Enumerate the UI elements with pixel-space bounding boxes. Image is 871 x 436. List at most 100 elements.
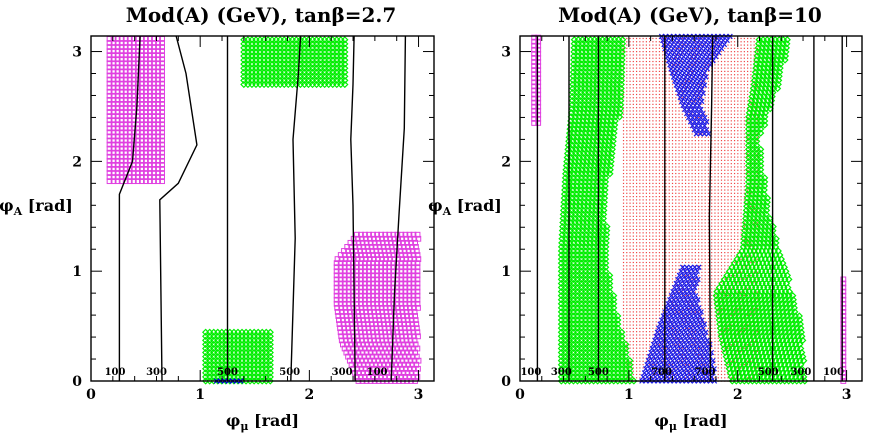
marker-square xyxy=(151,92,157,99)
marker-dot xyxy=(658,159,661,161)
marker-square xyxy=(151,96,157,103)
marker-dot xyxy=(707,146,710,148)
marker-square xyxy=(357,268,364,275)
marker-dot xyxy=(622,143,625,145)
marker-dot xyxy=(733,143,736,145)
marker-dot xyxy=(652,308,654,310)
marker-dot xyxy=(626,238,628,241)
marker-dot xyxy=(717,311,719,313)
marker-dot xyxy=(642,146,644,148)
marker-dot xyxy=(688,248,690,250)
marker-dot xyxy=(652,153,654,155)
marker-dot xyxy=(658,163,661,165)
marker-dot xyxy=(622,278,625,280)
marker-dot xyxy=(684,202,687,204)
marker-dot xyxy=(635,373,638,376)
marker-dot xyxy=(655,222,657,224)
marker-dot xyxy=(698,232,700,234)
marker-square xyxy=(367,239,374,246)
marker-dot xyxy=(694,261,696,264)
marker-dot xyxy=(688,219,690,221)
marker-dot xyxy=(688,209,690,211)
marker-square xyxy=(110,40,117,46)
marker-dot xyxy=(714,340,716,343)
marker-dot xyxy=(626,159,628,161)
marker-dot xyxy=(698,143,700,145)
marker-dot xyxy=(688,258,690,260)
marker-square xyxy=(341,288,348,295)
marker-square xyxy=(364,341,371,348)
marker-square xyxy=(357,272,364,279)
marker-dot xyxy=(626,288,628,290)
marker-dot xyxy=(756,222,759,224)
marker-dot xyxy=(681,354,683,356)
marker-square xyxy=(358,231,364,238)
marker-square xyxy=(386,264,393,271)
marker-dot xyxy=(717,222,719,224)
marker-square xyxy=(126,56,133,63)
marker-dot xyxy=(655,140,657,142)
marker-square xyxy=(385,248,392,254)
marker-dot xyxy=(737,219,739,221)
marker-dot xyxy=(707,179,710,181)
marker-dot xyxy=(629,340,631,343)
marker-dot xyxy=(684,248,687,250)
marker-dot xyxy=(694,163,696,165)
marker-square xyxy=(415,365,421,372)
marker-dot xyxy=(655,205,657,208)
marker-dot xyxy=(662,146,664,148)
marker-dot xyxy=(756,271,759,273)
marker-square xyxy=(387,235,393,242)
marker-dot xyxy=(649,179,651,181)
marker-dot xyxy=(691,136,693,138)
marker-dot xyxy=(642,288,644,290)
marker-square xyxy=(333,292,340,299)
marker-square xyxy=(110,52,117,59)
marker-dot xyxy=(632,202,634,204)
marker-dot xyxy=(737,357,739,359)
marker-dot xyxy=(639,235,641,237)
marker-square xyxy=(390,296,397,303)
marker-dot xyxy=(691,337,693,339)
marker-dot xyxy=(635,255,638,257)
marker-dot xyxy=(629,265,631,267)
marker-dot xyxy=(727,364,729,366)
marker-square xyxy=(382,264,389,271)
marker-dot xyxy=(639,166,641,168)
marker-square xyxy=(126,125,133,132)
marker-dot xyxy=(655,301,657,303)
marker-dot xyxy=(668,156,670,158)
marker-dot xyxy=(645,294,647,297)
marker-dot xyxy=(691,304,693,306)
marker-square xyxy=(159,52,165,59)
marker-dot xyxy=(724,153,726,155)
marker-dot xyxy=(737,209,739,211)
marker-dot xyxy=(727,192,729,194)
marker-square xyxy=(114,101,121,107)
marker-dot xyxy=(668,357,670,359)
marker-dot xyxy=(688,242,690,244)
marker-dot xyxy=(684,179,687,181)
marker-dot xyxy=(737,225,739,227)
marker-dot xyxy=(720,255,723,257)
marker-dot xyxy=(756,308,759,310)
marker-square xyxy=(374,292,380,299)
marker-dot xyxy=(681,149,683,152)
marker-dot xyxy=(691,179,693,181)
marker-dot xyxy=(652,324,654,326)
marker-square xyxy=(147,52,153,59)
marker-dot xyxy=(629,304,631,306)
marker-dot xyxy=(668,202,670,204)
marker-square xyxy=(384,244,391,250)
marker-dot xyxy=(642,344,644,346)
marker-square xyxy=(106,149,113,156)
marker-square xyxy=(349,300,356,307)
contour-line-100 xyxy=(390,36,407,382)
marker-square xyxy=(122,117,129,124)
contour-line-300 xyxy=(159,36,198,382)
marker-dot xyxy=(717,202,719,204)
marker-square xyxy=(110,161,117,168)
marker-dot xyxy=(717,242,719,244)
marker-dot xyxy=(671,215,674,217)
marker-dot xyxy=(658,311,661,313)
